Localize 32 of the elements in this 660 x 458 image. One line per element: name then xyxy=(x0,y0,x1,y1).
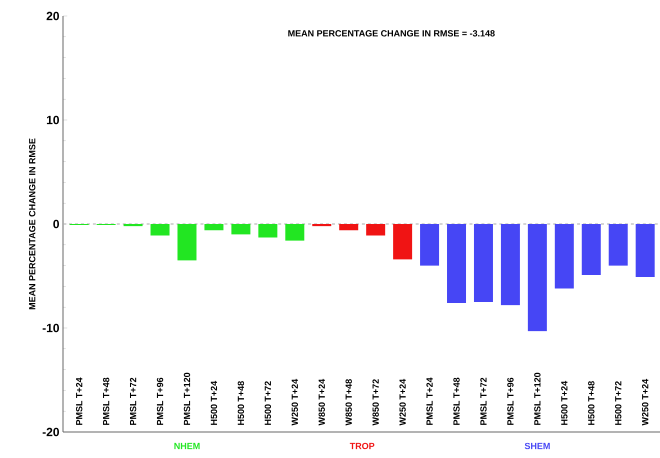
x-tick-label: PMSL T+120 xyxy=(534,372,541,425)
x-tick-label: PMSL T+48 xyxy=(102,378,110,425)
x-tick-label: PMSL T+72 xyxy=(130,378,136,425)
y-tick-label: -20 xyxy=(42,428,59,436)
x-tick-label: PMSL T+24 xyxy=(76,377,82,425)
y-tick-label: 20 xyxy=(46,12,59,20)
x-tick-label: PMSL T+72 xyxy=(480,378,487,425)
x-tick-label: PMSL T+48 xyxy=(453,378,460,425)
x-tick-label: H500 T+72 xyxy=(615,381,622,425)
x-tick-label: PMSL T+96 xyxy=(156,378,164,425)
text: MEAN PERCENTAGE CHANGE IN RMSE = -3.148 xyxy=(288,30,495,37)
x-tick-label: W850 T+72 xyxy=(372,379,379,426)
x-tick-label: W250 T+24 xyxy=(292,378,298,426)
y-tick-label: 0 xyxy=(53,220,59,228)
y-axis-title: MEAN PERCENTAGE CHANGE IN RMSE xyxy=(29,138,36,310)
y-tick-label: 10 xyxy=(46,116,59,124)
x-tick-label: H500 T+72 xyxy=(264,381,272,425)
x-tick-label: H500 T+24 xyxy=(561,380,568,425)
x-tick-label: H500 T+24 xyxy=(210,380,218,425)
x-tick-label: H500 T+48 xyxy=(588,381,594,425)
x-tick-label: W250 T+24 xyxy=(642,378,648,426)
x-tick-label: H500 T+48 xyxy=(238,381,244,425)
x-tick-label: W850 T+24 xyxy=(318,378,325,426)
x-tick-label: W850 T+48 xyxy=(346,379,352,426)
text: SHEM xyxy=(524,442,550,450)
y-tick-label: -10 xyxy=(42,324,59,332)
x-tick-label: PMSL T+120 xyxy=(184,372,190,425)
text: TROP xyxy=(350,442,374,450)
x-tick-label: PMSL T+24 xyxy=(426,377,433,425)
text: NHEM xyxy=(174,442,200,450)
x-tick-label: W250 T+24 xyxy=(399,378,406,426)
x-tick-label: PMSL T+96 xyxy=(507,378,514,425)
